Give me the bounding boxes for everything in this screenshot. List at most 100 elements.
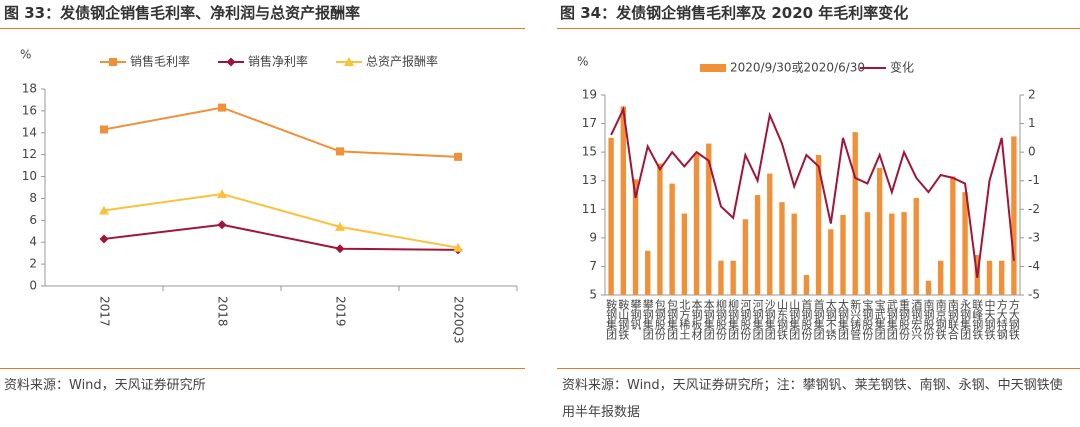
x-tick-label: 南钢股份 (922, 299, 935, 341)
legend-marker (344, 57, 354, 66)
x-tick-label: 山钢集团 (788, 299, 801, 341)
x-tick-label: 联峰钢铁 (971, 299, 984, 340)
x-tick-label: 山东钢铁 (775, 299, 788, 340)
bar (828, 229, 834, 295)
y-tick-label: 2 (29, 257, 37, 271)
bar (681, 213, 688, 295)
x-tick-label: 本钢板材 (690, 298, 703, 340)
marker (453, 242, 463, 252)
x-tick-label: 中天钢铁 (983, 299, 996, 340)
x-tick-label: 重钢股份 (898, 298, 911, 341)
y2-tick-label: -1 (1028, 173, 1040, 187)
marker (99, 234, 109, 244)
bar (706, 143, 712, 295)
y-tick-label: 0 (29, 279, 37, 293)
x-tick-label: 首钢集团 (812, 298, 825, 341)
source-rule (0, 368, 525, 369)
bar (632, 179, 639, 295)
line (103, 223, 459, 251)
y2-tick-label: -4 (1028, 259, 1040, 273)
marker (335, 221, 345, 231)
marker (217, 220, 227, 230)
legend-label: 变化 (890, 60, 914, 75)
y-tick-label: 12 (22, 147, 37, 161)
bar (962, 192, 968, 295)
bar (754, 195, 761, 295)
y2-tick-label: -3 (1028, 230, 1040, 244)
bar (999, 260, 1005, 295)
bar (1011, 136, 1017, 295)
bar (779, 202, 785, 295)
x-tick-label: 方大钢铁 (1007, 298, 1020, 340)
bar (645, 250, 651, 295)
bar (913, 197, 919, 295)
y2-tick-label: 0 (1028, 145, 1036, 159)
line (610, 105, 1015, 278)
y2-tick-label: 1 (1028, 116, 1036, 130)
x-tick-label: 2017 (98, 296, 112, 327)
x-tick-label: 北方稀土 (678, 299, 691, 340)
title-rule (557, 28, 1080, 29)
x-tick-label: 首钢股份 (800, 298, 813, 341)
x-tick-label: 柳钢股份 (714, 298, 727, 341)
bar (950, 176, 956, 295)
y-tick-label: 6 (29, 213, 37, 227)
bar (840, 215, 846, 295)
bar (608, 137, 614, 295)
x-tick-label: 南京钢铁 (934, 299, 947, 340)
y-tick-label: 14 (22, 125, 37, 139)
marker (336, 147, 344, 156)
x-tick-label: 本钢集团 (702, 298, 715, 341)
y-tick-label: 19 (582, 88, 597, 102)
x-tick-label: 2019 (334, 296, 348, 327)
x-tick-label: 武钢集团 (885, 299, 898, 341)
marker (454, 152, 462, 161)
y2-tick-label: -5 (1028, 288, 1040, 302)
x-tick-label: 2018 (216, 296, 230, 327)
y-axis-label: % (577, 55, 588, 69)
y-tick-label: 11 (582, 202, 597, 216)
x-tick-label: 攀钢集团 (641, 299, 654, 341)
y-tick-label: 10 (22, 169, 37, 183)
chart-title: 图 34：发债钢企销售毛利率及 2020 年毛利率变化 (560, 4, 909, 22)
x-tick-label: 南钢联合 (946, 299, 959, 340)
x-tick-label: 新兴铸管 (849, 298, 862, 341)
y2-tick-label: 2 (1028, 88, 1036, 102)
x-tick-label: 河钢集团 (751, 299, 764, 341)
legend-label: 总资产报酬率 (366, 54, 438, 69)
bar (742, 219, 749, 295)
bar (852, 132, 858, 295)
y-tick-label: 8 (29, 191, 37, 205)
legend-swatch (700, 64, 726, 72)
legend-label: 2020/9/30或2020/6/30 (730, 61, 865, 75)
bar (669, 183, 675, 295)
x-tick-label: 太钢集团 (837, 299, 850, 341)
bar (803, 275, 810, 295)
x-tick-label: 永钢集团 (959, 298, 972, 341)
x-tick-label: 河钢股份 (739, 299, 752, 341)
x-tick-label: 攀钢钒 (629, 299, 642, 331)
y-tick-label: 16 (22, 103, 37, 117)
bar (864, 212, 871, 295)
x-tick-label: 柳钢集团 (727, 298, 740, 341)
bar (815, 155, 822, 295)
bar (693, 153, 700, 295)
bar (925, 280, 932, 295)
title-rule (0, 28, 525, 29)
y-tick-label: 7 (589, 259, 597, 273)
marker (99, 205, 109, 215)
bar (986, 260, 993, 295)
y-tick-label: 17 (582, 116, 597, 130)
bar (876, 167, 883, 295)
bar (767, 173, 773, 295)
legend-marker (109, 58, 117, 66)
line (103, 193, 459, 249)
bar (657, 163, 663, 295)
x-tick-label: 鞍钢集团 (605, 298, 618, 341)
legend-label: 销售净利率 (248, 54, 308, 69)
source-rule (557, 368, 1080, 369)
y-tick-label: 5 (589, 288, 597, 302)
line (103, 106, 459, 158)
x-tick-label: 酒钢宏兴 (910, 299, 923, 340)
marker (218, 103, 226, 112)
